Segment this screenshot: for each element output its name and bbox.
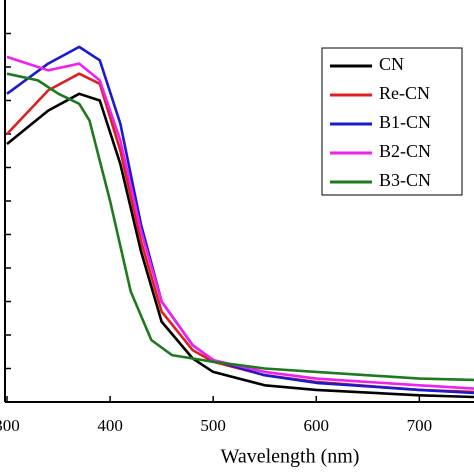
x-tick-label: 400 — [97, 416, 123, 435]
legend-label: B3-CN — [379, 170, 431, 190]
series-line — [6, 92, 474, 399]
x-tick-label: 600 — [304, 416, 330, 435]
legend-label: Re-CN — [379, 83, 430, 103]
legend-label: B1-CN — [379, 112, 431, 132]
series-line — [6, 55, 474, 390]
legend-box — [321, 47, 463, 196]
x-axis-label: Wavelength (nm) — [221, 446, 360, 468]
legend-label: CN — [379, 54, 404, 74]
x-tick-label: 300 — [0, 416, 20, 435]
x-tick-label: 700 — [407, 416, 433, 435]
series-line — [6, 72, 474, 382]
x-tick-label: 500 — [200, 416, 226, 435]
legend-label: B2-CN — [379, 141, 431, 161]
